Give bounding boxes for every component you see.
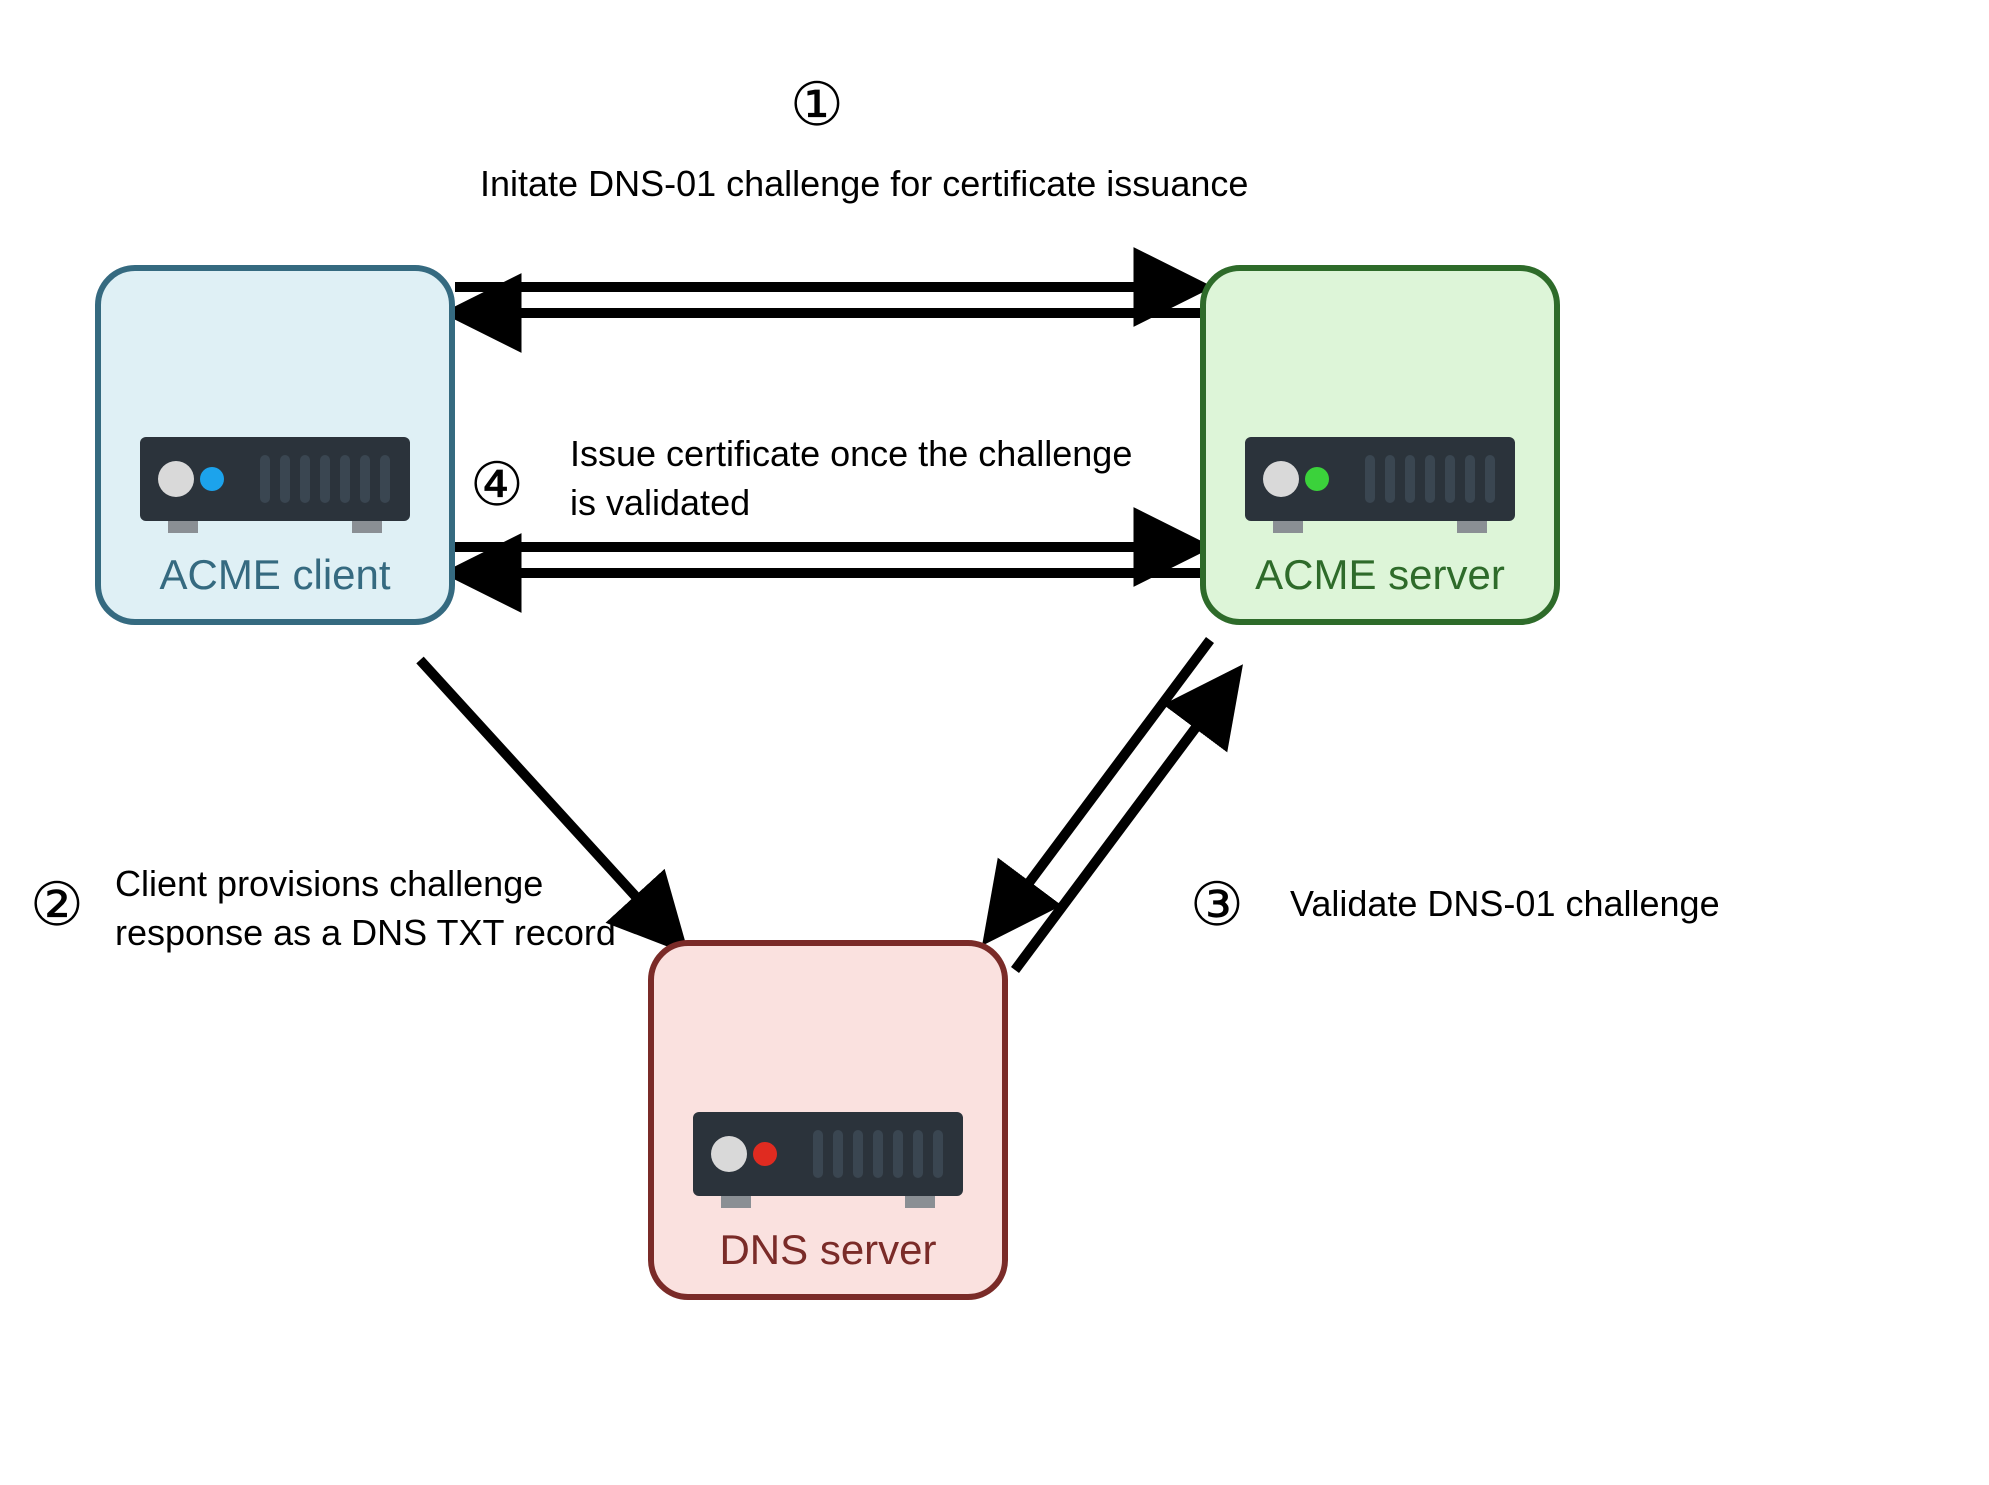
step-text-4: Issue certificate once the challenge is …	[570, 430, 1132, 527]
node-acme-server: ACME server	[1200, 265, 1560, 625]
server-icon	[693, 1094, 963, 1214]
server-icon	[1245, 419, 1515, 539]
server-icon	[140, 419, 410, 539]
node-label: DNS server	[719, 1226, 936, 1274]
node-label: ACME client	[159, 551, 390, 599]
step-text-3: Validate DNS-01 challenge	[1290, 880, 1720, 929]
step-text-1: Initate DNS-01 challenge for certificate…	[480, 160, 1248, 209]
step-badge-4: ④	[470, 450, 524, 520]
node-label: ACME server	[1255, 551, 1505, 599]
diagram-canvas: ACME client ACME server DNS server ① Ini…	[0, 0, 1989, 1485]
step-badge-2: ②	[30, 870, 84, 940]
step-badge-3: ③	[1190, 870, 1244, 940]
node-acme-client: ACME client	[95, 265, 455, 625]
node-dns-server: DNS server	[648, 940, 1008, 1300]
step-badge-1: ①	[790, 70, 844, 140]
step-text-2: Client provisions challenge response as …	[115, 860, 616, 957]
